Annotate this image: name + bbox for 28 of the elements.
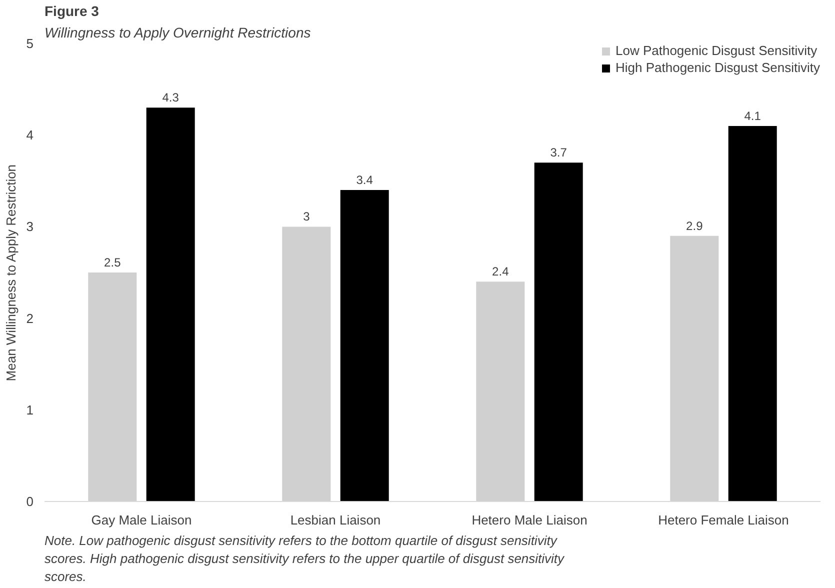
y-axis-title: Mean Willingness to Apply Restriction	[3, 164, 18, 382]
bar	[340, 190, 389, 502]
y-tick-label: 0	[26, 494, 34, 509]
bar	[728, 126, 777, 502]
data-label: 2.4	[492, 264, 510, 279]
legend-label: High Pathogenic Disgust Sensitivity	[616, 60, 820, 75]
data-label: 2.9	[686, 218, 704, 233]
y-tick-label: 2	[26, 310, 34, 326]
chart-title: Figure 3	[44, 3, 100, 19]
y-tick-label: 4	[26, 128, 34, 143]
x-tick-label: Hetero Female Liaison	[658, 512, 789, 528]
bar	[534, 162, 583, 502]
data-label: 4.3	[162, 90, 180, 105]
x-tick-label: Lesbian Liaison	[290, 512, 381, 528]
legend-label: Low Pathogenic Disgust Sensitivity	[616, 43, 818, 58]
data-label: 3	[303, 210, 310, 224]
bar	[146, 108, 195, 502]
data-label: 3.4	[356, 173, 374, 188]
data-label: 3.7	[550, 146, 568, 160]
y-tick-label: 5	[26, 36, 34, 51]
x-tick-label: Gay Male Liaison	[91, 512, 192, 528]
x-tick-label: Hetero Male Liaison	[472, 512, 588, 528]
text: Note. Low pathogenic disgust sensitivity refers to the bottom quartile of disgust sensitivity scores. High pathogenic disgust sensitivity refers to the upper quartile of disgust sensitivity scores.	[44, 533, 566, 584]
data-label: 4.1	[744, 108, 762, 123]
chart-subtitle: Willingness to Apply Overnight Restrictions	[44, 24, 311, 40]
data-label: 2.5	[104, 256, 122, 270]
y-tick-label: 3	[26, 219, 34, 234]
y-tick-label: 1	[26, 402, 34, 418]
